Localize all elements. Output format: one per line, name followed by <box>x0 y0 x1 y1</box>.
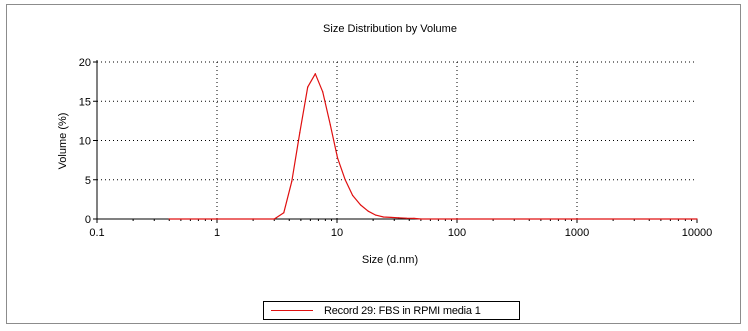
data-point <box>344 179 346 181</box>
data-point <box>390 216 392 219</box>
series-line <box>169 73 697 220</box>
x-tick-label: 10000 <box>682 227 713 239</box>
legend-label: Record 29: FBS in RPMI media 1 <box>324 305 481 317</box>
data-point <box>329 124 331 126</box>
y-tick-label: 15 <box>79 96 91 108</box>
data-point <box>168 218 170 220</box>
data-point <box>336 157 339 159</box>
data-point <box>420 218 422 220</box>
data-point <box>382 216 385 218</box>
legend-swatch <box>271 310 313 311</box>
data-point <box>456 218 458 220</box>
data-point <box>413 217 415 219</box>
data-point <box>398 217 400 219</box>
legend: Record 29: FBS in RPMI media 1 <box>263 301 520 320</box>
data-point <box>299 132 301 134</box>
data-point <box>273 218 275 220</box>
y-tick-label: 5 <box>85 175 91 187</box>
y-tick-label: 0 <box>85 214 91 226</box>
grid <box>97 61 697 219</box>
data-point <box>322 91 324 93</box>
data-point <box>696 218 698 220</box>
data-point <box>359 204 362 206</box>
data-point <box>216 218 218 220</box>
data-point <box>314 73 316 75</box>
x-tick-label: 10 <box>331 227 343 239</box>
y-tick-label: 20 <box>79 57 91 69</box>
x-tick-label: 0.1 <box>89 227 104 239</box>
axes <box>96 60 697 220</box>
ticks: 0 5 10 15 20 0.1 1 10 100 1000 10000 <box>79 57 713 239</box>
x-tick-label: 100 <box>448 227 466 239</box>
x-tick-label: 1 <box>214 227 220 239</box>
series <box>168 73 698 220</box>
y-axis-label: Volume (%) <box>57 113 69 170</box>
data-point <box>283 212 285 214</box>
y-tick-label: 10 <box>79 136 91 148</box>
data-point <box>252 218 254 220</box>
chart-panel: Size Distribution by Volume Size (d.nm) … <box>6 4 741 324</box>
chart-title: Size Distribution by Volume <box>323 23 457 35</box>
data-point <box>307 86 309 88</box>
data-point <box>576 218 578 220</box>
data-point <box>352 194 354 197</box>
data-point <box>405 217 407 219</box>
x-tick-label: 1000 <box>565 227 589 239</box>
data-point <box>375 214 377 216</box>
x-axis-label: Size (d.nm) <box>362 254 418 266</box>
data-point <box>291 180 293 182</box>
size-distribution-chart: Size Distribution by Volume Size (d.nm) … <box>57 23 713 266</box>
data-point <box>367 210 369 212</box>
